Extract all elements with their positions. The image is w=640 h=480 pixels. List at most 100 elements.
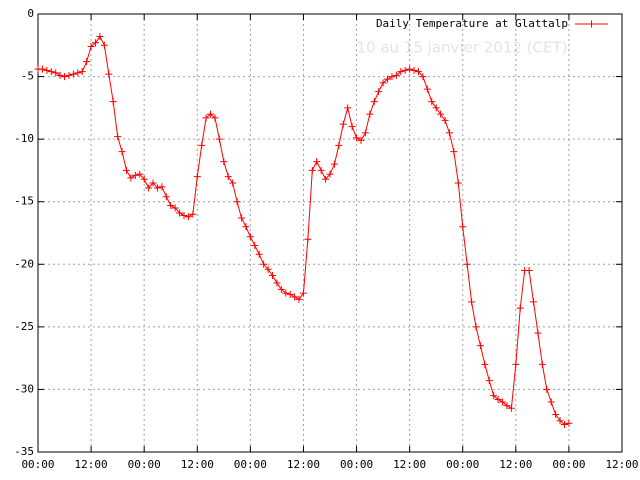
point-marker <box>445 129 453 137</box>
point-marker <box>198 141 206 149</box>
point-marker <box>52 69 60 77</box>
point-marker <box>96 33 104 41</box>
point-marker <box>122 166 130 174</box>
point-marker <box>330 160 338 168</box>
point-marker <box>401 66 409 74</box>
x-tick-label: 00:00 <box>21 458 54 471</box>
x-tick-label: 00:00 <box>234 458 267 471</box>
point-marker <box>560 420 568 428</box>
point-marker <box>273 279 281 287</box>
point-marker <box>339 120 347 128</box>
y-tick-label: -5 <box>21 70 34 83</box>
point-marker <box>304 235 312 243</box>
point-marker <box>507 404 515 412</box>
point-marker <box>127 174 135 182</box>
point-marker <box>384 75 392 83</box>
point-marker <box>92 39 100 47</box>
point-marker <box>366 110 374 118</box>
point-marker <box>260 260 268 268</box>
point-marker <box>299 289 307 297</box>
point-marker <box>538 360 546 368</box>
point-marker <box>490 392 498 400</box>
point-marker <box>525 267 533 275</box>
point-marker <box>74 69 82 77</box>
point-marker <box>56 71 64 79</box>
point-marker <box>432 104 440 112</box>
y-tick-label: -20 <box>14 257 34 270</box>
point-marker <box>322 175 330 183</box>
point-marker <box>255 250 263 258</box>
y-tick-label: -10 <box>14 132 34 145</box>
point-marker <box>503 402 511 410</box>
point-marker <box>220 158 228 166</box>
point-marker <box>472 323 480 331</box>
point-marker <box>481 360 489 368</box>
point-marker <box>547 398 555 406</box>
point-marker <box>202 114 210 122</box>
y-tick-label: -35 <box>14 445 34 458</box>
point-marker <box>211 114 219 122</box>
point-marker <box>43 66 51 74</box>
point-marker <box>388 73 396 81</box>
point-marker <box>238 214 246 222</box>
point-marker <box>428 98 436 106</box>
point-marker <box>224 173 232 181</box>
x-tick-label: 12:00 <box>181 458 214 471</box>
x-tick-label: 12:00 <box>75 458 108 471</box>
point-marker <box>167 201 175 209</box>
y-tick-label: 0 <box>27 7 34 20</box>
point-marker <box>516 304 524 312</box>
point-marker <box>308 166 316 174</box>
point-marker <box>370 98 378 106</box>
point-marker <box>282 289 290 297</box>
point-marker <box>83 58 91 66</box>
point-marker <box>109 98 117 106</box>
x-tick-label: 12:00 <box>605 458 638 471</box>
point-marker <box>313 158 321 166</box>
point-marker <box>47 68 55 76</box>
point-marker <box>251 242 259 250</box>
x-tick-label: 00:00 <box>446 458 479 471</box>
point-marker <box>65 71 73 79</box>
point-marker <box>361 129 369 137</box>
point-marker <box>131 171 139 179</box>
point-marker <box>534 329 542 337</box>
point-marker <box>450 148 458 156</box>
chart-subtitle: 10 au 15 janvier 2012 (CET) <box>356 39 567 57</box>
point-marker <box>459 223 467 231</box>
point-marker <box>158 183 166 191</box>
point-marker <box>437 110 445 118</box>
point-marker <box>556 417 564 425</box>
point-marker <box>295 295 303 303</box>
point-marker <box>105 70 113 78</box>
point-marker <box>100 41 108 49</box>
y-tick-label: -25 <box>14 320 34 333</box>
point-marker <box>136 170 144 178</box>
point-marker <box>171 204 179 212</box>
legend-label: Daily Temperature at Glattalp <box>376 17 568 30</box>
point-marker <box>357 136 365 144</box>
point-marker <box>410 66 418 74</box>
point-marker <box>229 179 237 187</box>
x-tick-label: 12:00 <box>499 458 532 471</box>
y-tick-label: -30 <box>14 382 34 395</box>
point-marker <box>145 184 153 192</box>
point-marker <box>565 419 573 427</box>
x-tick-label: 12:00 <box>393 458 426 471</box>
point-marker <box>552 410 560 418</box>
x-tick-label: 00:00 <box>128 458 161 471</box>
plot-border <box>37 13 623 453</box>
point-marker <box>392 71 400 79</box>
point-marker <box>277 285 285 293</box>
point-marker <box>494 395 502 403</box>
point-marker <box>286 290 294 298</box>
point-marker <box>38 65 46 73</box>
point-marker <box>149 179 157 187</box>
point-marker <box>476 342 484 350</box>
point-marker <box>423 85 431 93</box>
point-marker <box>114 133 122 141</box>
point-marker <box>268 272 276 280</box>
x-tick-label: 00:00 <box>340 458 373 471</box>
point-marker <box>193 173 201 181</box>
